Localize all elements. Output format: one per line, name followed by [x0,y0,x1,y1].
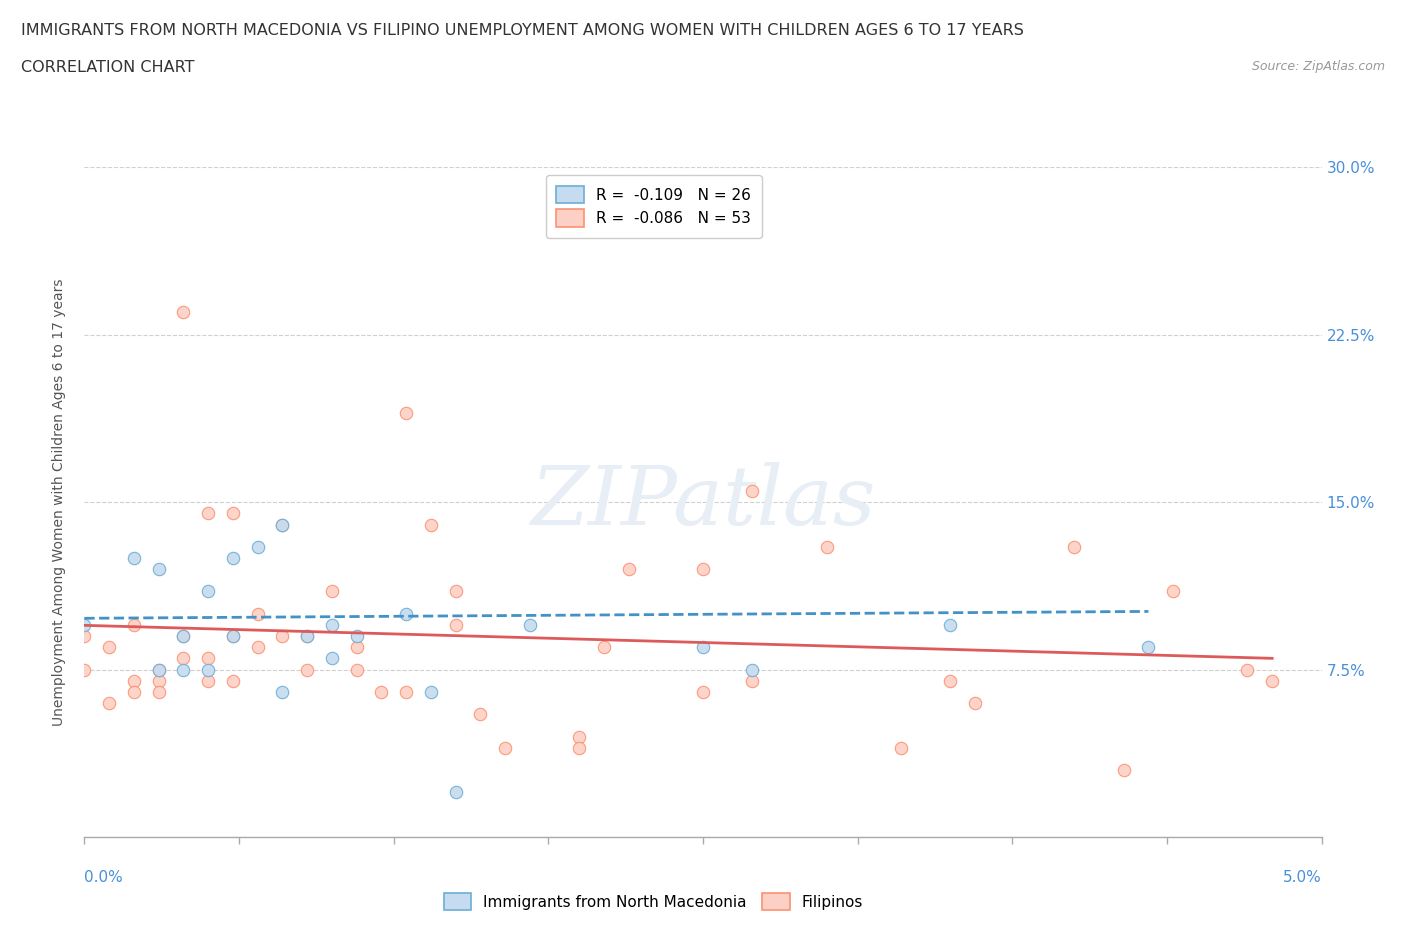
Point [890,740,912,755]
Point [246,606,269,621]
Point [73,629,96,644]
Point [346,662,368,677]
Point [148,662,170,677]
Point [395,606,418,621]
Y-axis label: Unemployment Among Women with Children Ages 6 to 17 years: Unemployment Among Women with Children A… [52,278,66,726]
Point [122,673,145,688]
Point [346,640,368,655]
Point [295,629,318,644]
Point [246,539,269,554]
Point [395,405,418,420]
Point [395,684,418,699]
Point [815,539,838,554]
Point [519,618,541,632]
Point [271,517,294,532]
Point [494,740,516,755]
Point [1261,673,1284,688]
Point [321,584,343,599]
Point [444,584,467,599]
Text: Source: ZipAtlas.com: Source: ZipAtlas.com [1251,60,1385,73]
Text: CORRELATION CHART: CORRELATION CHART [21,60,194,75]
Point [321,618,343,632]
Point [295,629,318,644]
Point [197,673,219,688]
Point [593,205,616,219]
Point [568,740,591,755]
Point [73,662,96,677]
Point [1063,539,1085,554]
Point [939,673,962,688]
Point [197,506,219,521]
Point [617,562,640,577]
Point [593,640,616,655]
Point [222,506,245,521]
Point [148,562,170,577]
Text: ZIPatlas: ZIPatlas [530,462,876,542]
Point [295,662,318,677]
Point [692,640,714,655]
Point [197,584,219,599]
Point [172,629,194,644]
Point [346,629,368,644]
Legend: Immigrants from North Macedonia, Filipinos: Immigrants from North Macedonia, Filipin… [437,886,869,916]
Point [197,662,219,677]
Point [148,684,170,699]
Point [222,551,245,565]
Point [741,662,763,677]
Point [444,785,467,800]
Point [172,662,194,677]
Text: 5.0%: 5.0% [1282,870,1322,884]
Point [419,684,441,699]
Point [692,562,714,577]
Text: 0.0%: 0.0% [84,870,124,884]
Point [965,696,987,711]
Point [1137,640,1160,655]
Text: IMMIGRANTS FROM NORTH MACEDONIA VS FILIPINO UNEMPLOYMENT AMONG WOMEN WITH CHILDR: IMMIGRANTS FROM NORTH MACEDONIA VS FILIP… [21,23,1024,38]
Point [321,651,343,666]
Point [148,673,170,688]
Point [172,305,194,320]
Point [741,484,763,498]
Point [444,618,467,632]
Point [122,551,145,565]
Point [1112,763,1135,777]
Point [197,651,219,666]
Point [246,640,269,655]
Point [98,696,121,711]
Point [122,618,145,632]
Point [1161,584,1184,599]
Point [271,517,294,532]
Point [470,707,492,722]
Point [370,684,392,699]
Point [73,618,96,632]
Point [148,662,170,677]
Point [419,517,441,532]
Point [692,684,714,699]
Point [271,684,294,699]
Point [98,640,121,655]
Point [939,618,962,632]
Point [122,684,145,699]
Point [172,629,194,644]
Point [741,673,763,688]
Point [172,651,194,666]
Point [271,629,294,644]
Point [222,629,245,644]
Point [222,673,245,688]
Point [568,729,591,744]
Point [222,629,245,644]
Point [1236,662,1258,677]
